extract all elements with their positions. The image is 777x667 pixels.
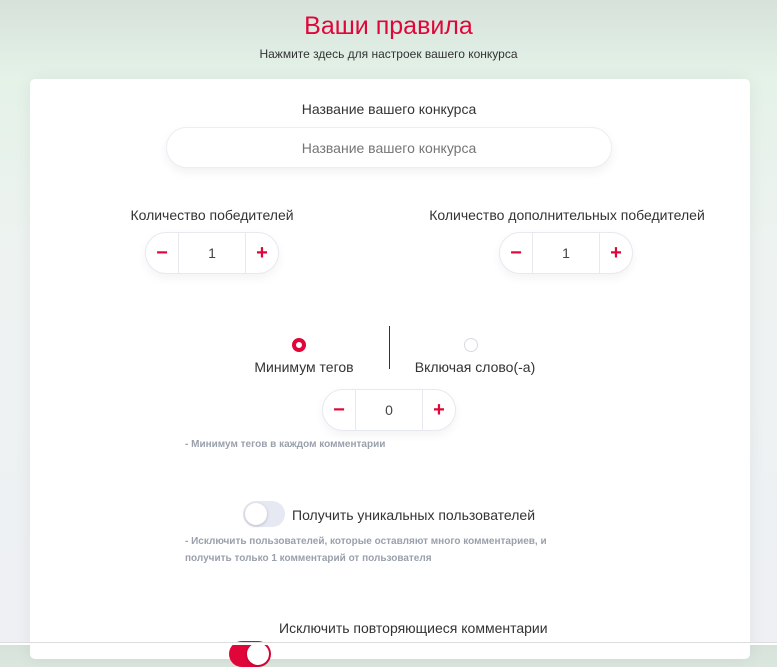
decrement-button[interactable]: − bbox=[156, 241, 168, 264]
settings-card bbox=[30, 79, 750, 659]
radio-include-words-label[interactable]: Включая слово(-а) bbox=[414, 359, 536, 375]
exclude-duplicates-label: Исключить повторяющиеся комментарии bbox=[279, 620, 548, 636]
tags-hint: - Минимум тегов в каждом комментарии bbox=[185, 439, 386, 450]
radio-min-tags-label[interactable]: Минимум тегов bbox=[254, 359, 354, 375]
page-title: Ваши правила bbox=[304, 12, 473, 40]
extra-winners-label: Количество дополнительных победителей bbox=[429, 207, 705, 223]
unique-users-toggle[interactable] bbox=[243, 501, 285, 527]
contest-name-input[interactable] bbox=[166, 127, 612, 168]
winners-label: Количество победителей bbox=[130, 207, 294, 223]
unique-users-hint: - Исключить пользователей, которые остав… bbox=[185, 536, 547, 564]
tags-value[interactable]: 0 bbox=[355, 390, 423, 430]
page-subtitle[interactable]: Нажмите здесь для настроек вашего конкур… bbox=[259, 47, 518, 61]
tags-stepper[interactable]: − 0 + bbox=[322, 389, 456, 431]
decrement-button[interactable]: − bbox=[510, 241, 522, 264]
winners-stepper[interactable]: − 1 + bbox=[145, 232, 279, 274]
contest-name-label: Название вашего конкурса bbox=[301, 101, 477, 117]
bottom-edge bbox=[0, 642, 777, 645]
increment-button[interactable]: + bbox=[433, 398, 445, 421]
radio-include-words[interactable] bbox=[464, 338, 478, 352]
increment-button[interactable]: + bbox=[610, 241, 622, 264]
increment-button[interactable]: + bbox=[256, 241, 268, 264]
extra-winners-value[interactable]: 1 bbox=[532, 233, 600, 273]
divider bbox=[389, 326, 390, 369]
decrement-button[interactable]: − bbox=[333, 398, 345, 421]
winners-value[interactable]: 1 bbox=[178, 233, 246, 273]
radio-min-tags[interactable] bbox=[292, 338, 306, 352]
unique-users-label: Получить уникальных пользователей bbox=[292, 507, 536, 523]
extra-winners-stepper[interactable]: − 1 + bbox=[499, 232, 633, 274]
